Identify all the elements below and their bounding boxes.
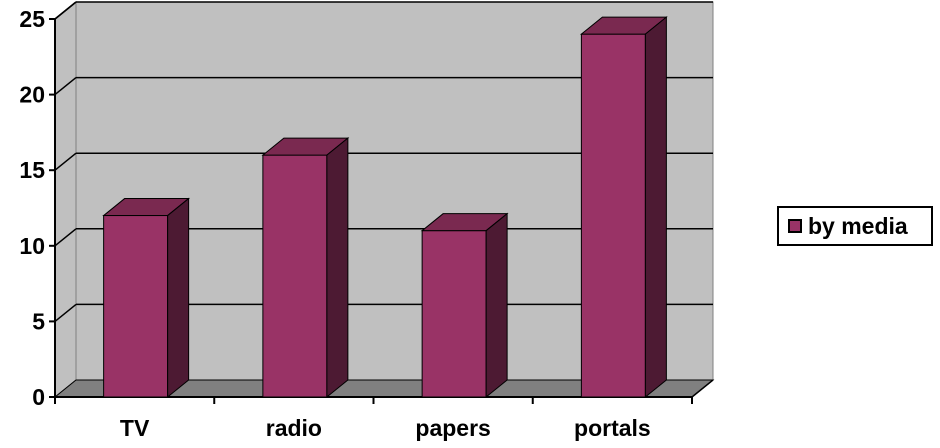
x-tick-label: portals: [574, 415, 651, 441]
y-tick-label: 10: [19, 233, 45, 259]
gridline-depth-15: [54, 152, 77, 171]
gridline-depth-5: [54, 303, 77, 322]
bar-side-papers: [485, 212, 508, 399]
y-tick-label: 5: [32, 308, 45, 334]
legend-label: by media: [808, 212, 908, 239]
legend: by media: [777, 206, 933, 246]
side-wall: [54, 0, 77, 399]
bars: [102, 16, 668, 399]
y-tick-labels: 0 5 10 15 20 25: [19, 6, 45, 410]
bar-side-portals: [644, 16, 667, 399]
y-tick-label: 15: [19, 157, 45, 183]
y-tick-label: 0: [32, 384, 45, 410]
x-tick-label: papers: [415, 415, 490, 441]
gridline-depth-10: [54, 228, 77, 247]
bar-radio: [262, 154, 328, 398]
x-axis-end-edge: [691, 379, 714, 398]
gridline-depth-20: [54, 77, 77, 96]
bar-papers: [421, 230, 487, 398]
y-tick-label: 25: [19, 6, 45, 32]
x-tick-labels: TV radio papers portals: [120, 415, 651, 441]
x-tick-label: TV: [120, 415, 150, 441]
y-tick-label: 20: [19, 82, 45, 108]
bar-side-TV: [167, 197, 190, 399]
legend-swatch: [788, 219, 802, 233]
bar-side-radio: [326, 137, 349, 399]
y-axis-top-edge: [54, 1, 77, 20]
bar-portals: [580, 33, 646, 398]
bar-TV: [103, 215, 169, 398]
x-tick-label: radio: [266, 415, 322, 441]
